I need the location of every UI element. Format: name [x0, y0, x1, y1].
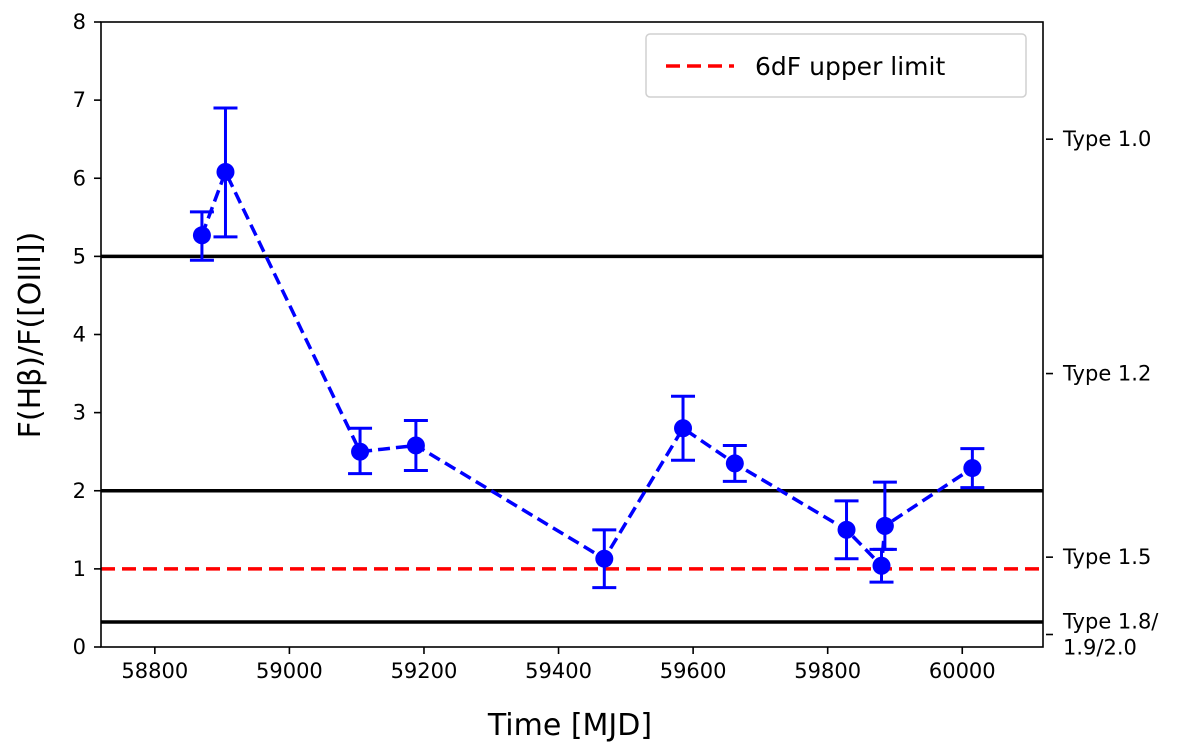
- legend-box: [645, 33, 1027, 98]
- x-tick-label: 60000: [929, 659, 996, 683]
- axes: 58800 59000 59200 59400 59600 59800 60000 0 1 2 3 4…: [73, 10, 1044, 683]
- plot-frame: [100, 21, 1044, 648]
- y-tick-label: 3: [73, 401, 86, 425]
- y-tick-label: 6: [73, 166, 86, 190]
- y-tick-label: 0: [73, 635, 86, 659]
- type-label: Type 1.8/: [1062, 610, 1159, 634]
- x-tick-label: 58800: [121, 659, 188, 683]
- data-point: [216, 163, 235, 181]
- x-tick-label: 59400: [525, 659, 592, 683]
- x-tick-label: 59000: [256, 659, 323, 683]
- x-axis-title: Time [MJD]: [487, 708, 652, 743]
- data-point: [192, 226, 211, 245]
- series-line: [200, 167, 974, 570]
- data-point: [837, 520, 856, 539]
- data-point: [875, 516, 894, 535]
- y-tick-label: 4: [73, 323, 86, 347]
- x-tick-label: 59600: [660, 659, 727, 683]
- y-tick-label: 1: [73, 557, 86, 581]
- type-label: Type 1.2: [1062, 362, 1151, 386]
- data-point: [406, 436, 425, 455]
- data-point: [963, 459, 982, 478]
- data-point: [674, 419, 693, 438]
- y-tick-label: 8: [73, 10, 86, 34]
- type-label: Type 1.5: [1062, 545, 1151, 569]
- data-point: [872, 556, 891, 575]
- data-series: [189, 106, 985, 590]
- x-tick-label: 59800: [794, 659, 861, 683]
- y-tick-label: 7: [73, 88, 86, 112]
- legend: 6dF upper limit: [645, 33, 1027, 98]
- y-tick-label: 2: [73, 479, 86, 503]
- reference-lines: [101, 254, 1043, 624]
- type-labels: Type 1.0 Type 1.2 Type 1.5 Type 1.8/1.9/2.0: [1046, 127, 1159, 660]
- y-axis-title: F(Hβ)/F([OIII]): [13, 232, 48, 439]
- y-tick-label: 5: [73, 244, 86, 268]
- x-tick-label: 59200: [391, 659, 458, 683]
- legend-label: 6dF upper limit: [755, 52, 945, 81]
- data-point: [351, 442, 370, 461]
- data-point: [595, 549, 614, 568]
- type-label: 1.9/2.0: [1063, 636, 1137, 660]
- type-label: Type 1.0: [1062, 127, 1151, 151]
- data-point: [725, 454, 744, 473]
